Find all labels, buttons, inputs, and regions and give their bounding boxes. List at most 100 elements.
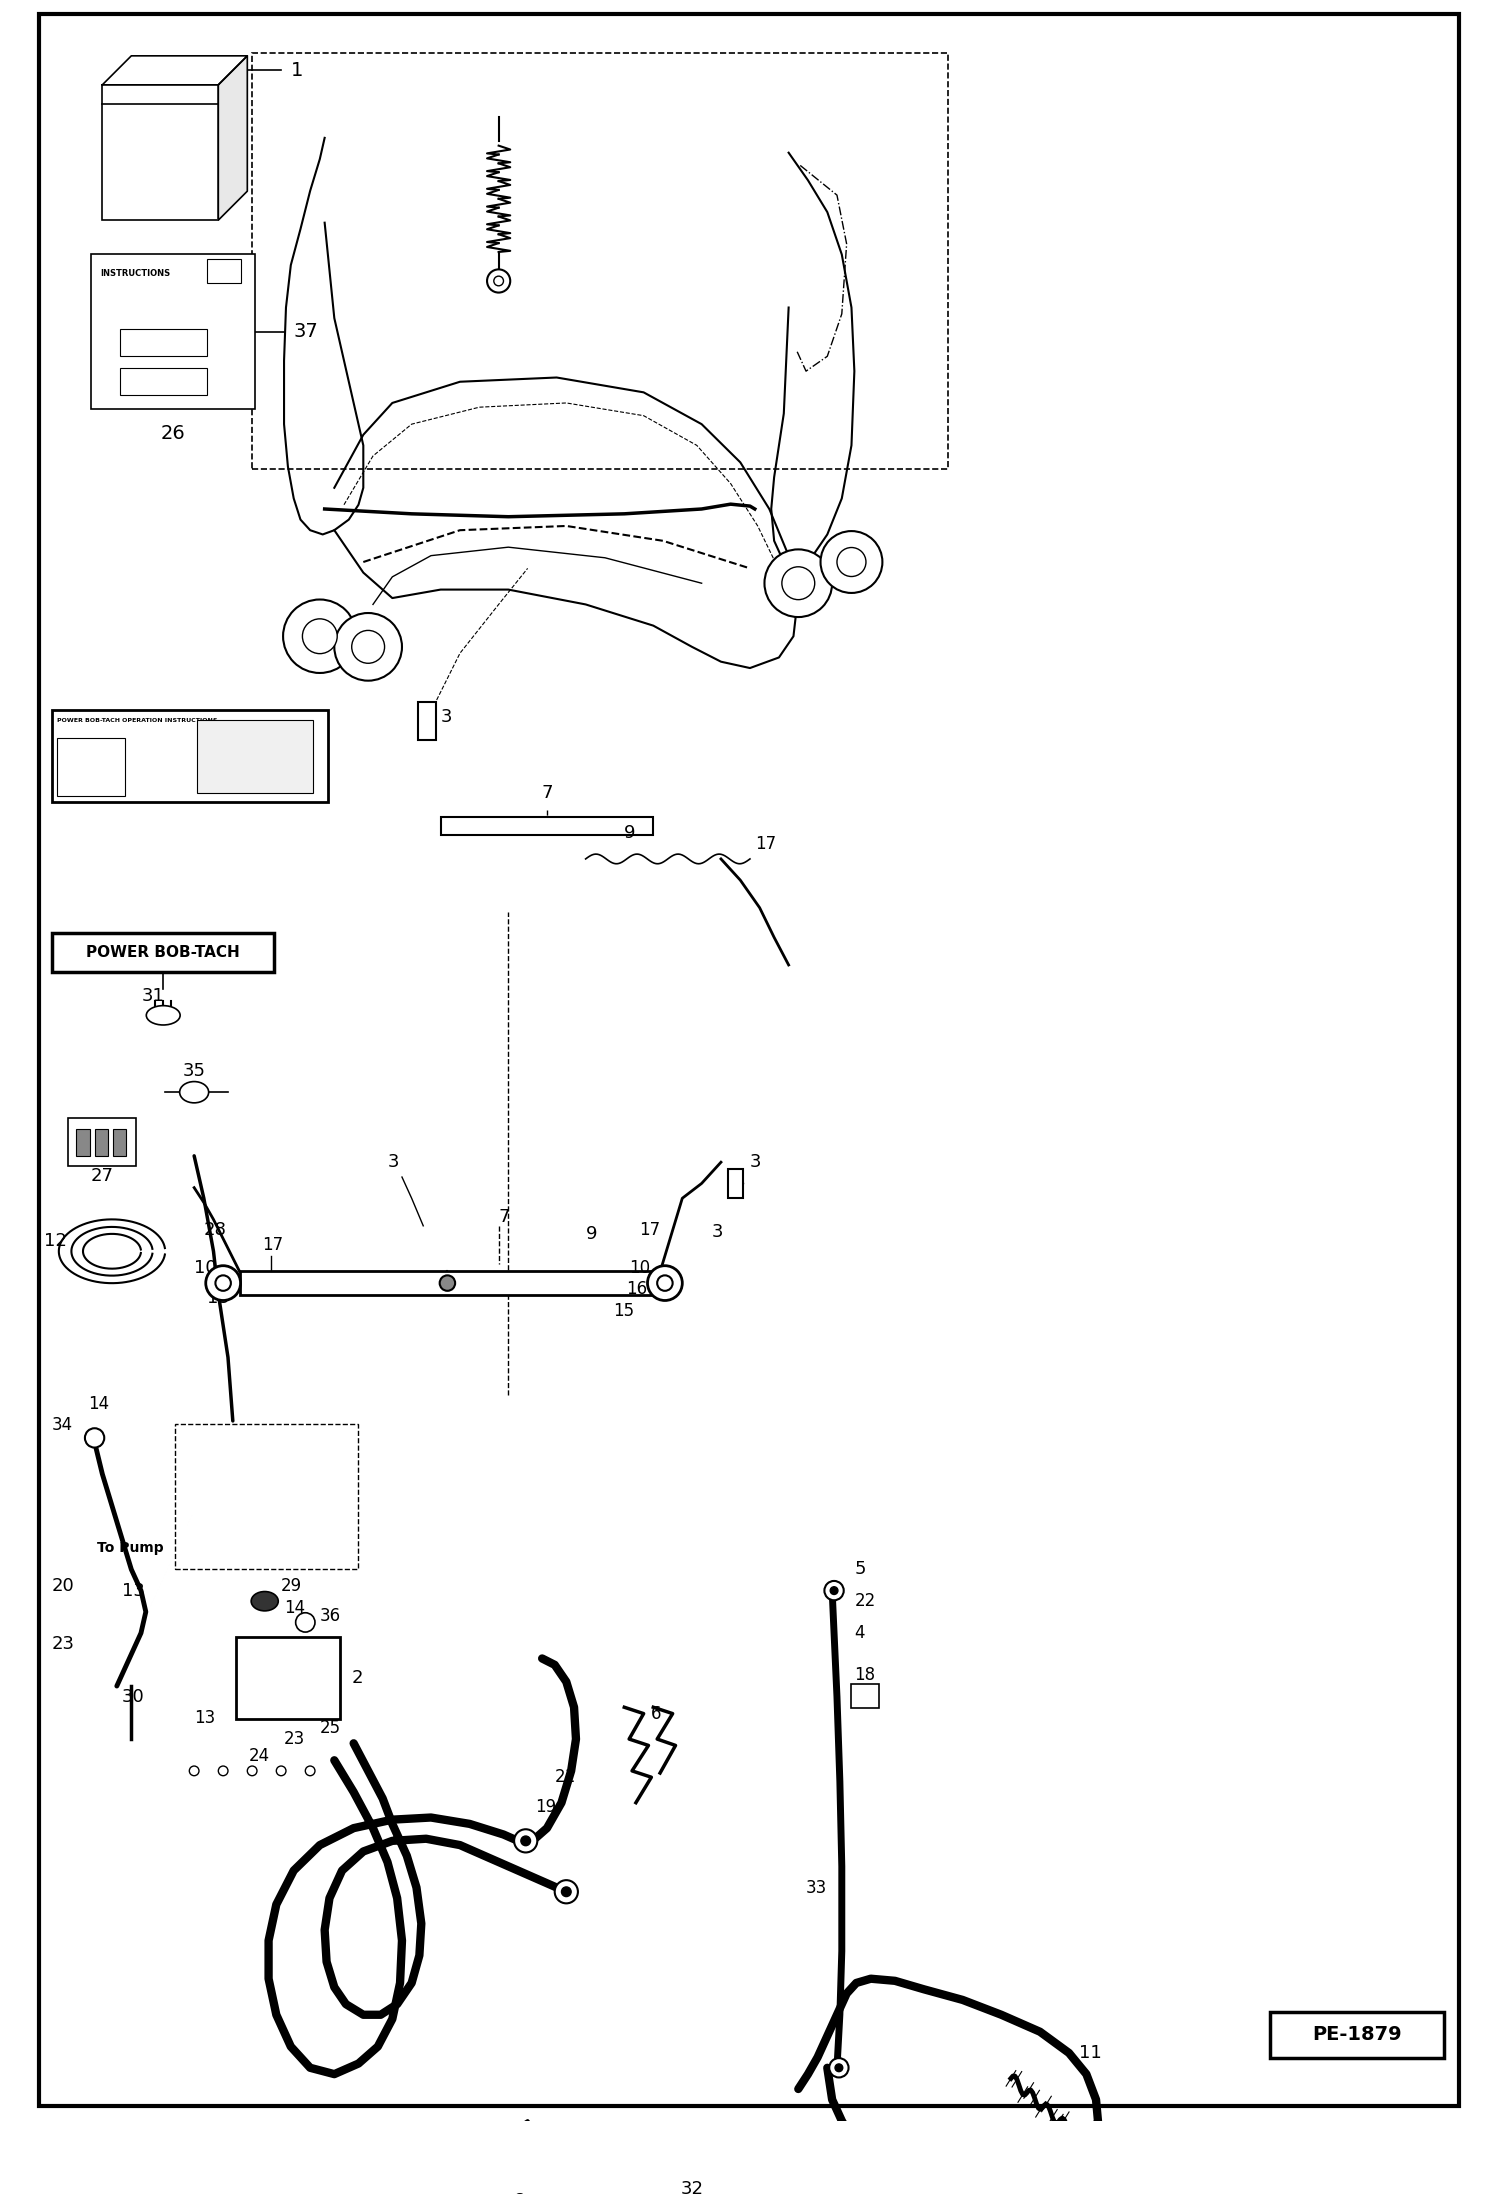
Bar: [94, 1130, 108, 1156]
Text: 22: 22: [854, 1593, 876, 1610]
Text: 14: 14: [88, 1395, 109, 1413]
Text: 3: 3: [388, 1154, 398, 1172]
Circle shape: [824, 1582, 843, 1599]
Ellipse shape: [147, 1005, 180, 1025]
Circle shape: [276, 1766, 286, 1775]
Bar: [198, 720, 313, 792]
Bar: [207, 259, 241, 283]
Text: 9: 9: [586, 1224, 598, 1244]
Circle shape: [295, 1613, 315, 1632]
Text: POWER BOB-TACH: POWER BOB-TACH: [87, 946, 240, 961]
Circle shape: [562, 1887, 571, 1896]
Text: INSTRUCTIONS: INSTRUCTIONS: [100, 270, 171, 279]
Text: 4: 4: [854, 1624, 864, 1641]
Circle shape: [219, 1766, 228, 1775]
Bar: [76, 1130, 90, 1156]
Circle shape: [764, 548, 831, 617]
Bar: [440, 818, 653, 836]
Bar: [120, 369, 207, 395]
Text: 2: 2: [352, 1670, 363, 1687]
Text: 13: 13: [121, 1582, 144, 1599]
Circle shape: [782, 566, 815, 599]
Text: 15: 15: [613, 1301, 634, 1319]
Circle shape: [85, 1428, 105, 1448]
Bar: [102, 86, 219, 219]
Polygon shape: [219, 55, 247, 219]
Circle shape: [647, 1266, 682, 1301]
Bar: [52, 711, 328, 803]
Bar: [1270, 2012, 1444, 2058]
Text: 26: 26: [160, 423, 186, 443]
Text: 14: 14: [285, 1599, 306, 1617]
Circle shape: [247, 1766, 258, 1775]
Bar: [240, 1273, 655, 1294]
Ellipse shape: [252, 1591, 279, 1610]
Text: 17: 17: [638, 1222, 661, 1240]
Text: 20: 20: [52, 1577, 75, 1595]
Text: 19: 19: [535, 1797, 556, 1817]
Circle shape: [352, 630, 385, 663]
Circle shape: [189, 1766, 199, 1775]
Text: 23: 23: [285, 1731, 306, 1749]
Text: 32: 32: [680, 2179, 704, 2194]
Text: 10: 10: [629, 1259, 650, 1277]
Text: 29: 29: [282, 1577, 303, 1595]
Bar: [120, 329, 207, 355]
Bar: [57, 737, 124, 796]
Text: 7: 7: [541, 783, 553, 803]
Text: 3: 3: [440, 709, 452, 726]
Bar: [252, 53, 948, 470]
Bar: [235, 1637, 340, 1720]
Circle shape: [494, 276, 503, 285]
Polygon shape: [102, 55, 247, 86]
Circle shape: [334, 612, 401, 680]
Circle shape: [283, 599, 357, 674]
Text: 11: 11: [1079, 2045, 1101, 2062]
Bar: [69, 1117, 136, 1165]
Text: POWER BOB-TACH OPERATION INSTRUCTIONS: POWER BOB-TACH OPERATION INSTRUCTIONS: [57, 717, 217, 724]
Text: 13: 13: [195, 1709, 216, 1727]
Circle shape: [830, 2058, 848, 2078]
Circle shape: [821, 531, 882, 592]
Text: 31: 31: [142, 987, 165, 1005]
Circle shape: [834, 2065, 843, 2071]
Bar: [418, 702, 436, 739]
Text: 6: 6: [652, 1705, 662, 1722]
Circle shape: [837, 548, 866, 577]
Circle shape: [514, 1830, 538, 1852]
Text: 18: 18: [854, 1667, 875, 1685]
Text: 28: 28: [204, 1222, 226, 1240]
Text: 17: 17: [755, 836, 776, 853]
Text: 21: 21: [554, 1768, 575, 1786]
Text: 17: 17: [262, 1235, 283, 1255]
Circle shape: [487, 270, 511, 292]
Circle shape: [216, 1275, 231, 1290]
Circle shape: [306, 1766, 315, 1775]
Bar: [175, 1424, 358, 1569]
Bar: [728, 1169, 743, 1198]
Text: 16: 16: [626, 1281, 647, 1299]
Text: 34: 34: [52, 1415, 73, 1435]
Text: 9: 9: [625, 825, 635, 842]
Text: 3: 3: [750, 1154, 761, 1172]
Text: To Pump: To Pump: [97, 1540, 165, 1556]
Text: 33: 33: [806, 1878, 827, 1896]
Ellipse shape: [180, 1082, 208, 1104]
Circle shape: [440, 1275, 455, 1290]
Bar: [52, 932, 274, 972]
Text: 1: 1: [291, 61, 303, 79]
Text: 24: 24: [249, 1746, 270, 1764]
Text: 23: 23: [52, 1635, 75, 1652]
Text: 7: 7: [499, 1209, 511, 1226]
Text: 3: 3: [712, 1224, 724, 1242]
Text: 15: 15: [207, 1288, 229, 1308]
Text: 35: 35: [183, 1062, 205, 1079]
Circle shape: [303, 619, 337, 654]
Text: 27: 27: [91, 1167, 114, 1185]
Text: 36: 36: [319, 1606, 342, 1626]
Text: PE-1879: PE-1879: [1312, 2025, 1402, 2045]
Bar: [112, 1130, 126, 1156]
Circle shape: [554, 1880, 578, 1904]
Circle shape: [521, 1836, 530, 1845]
Text: 30: 30: [121, 1687, 144, 1705]
